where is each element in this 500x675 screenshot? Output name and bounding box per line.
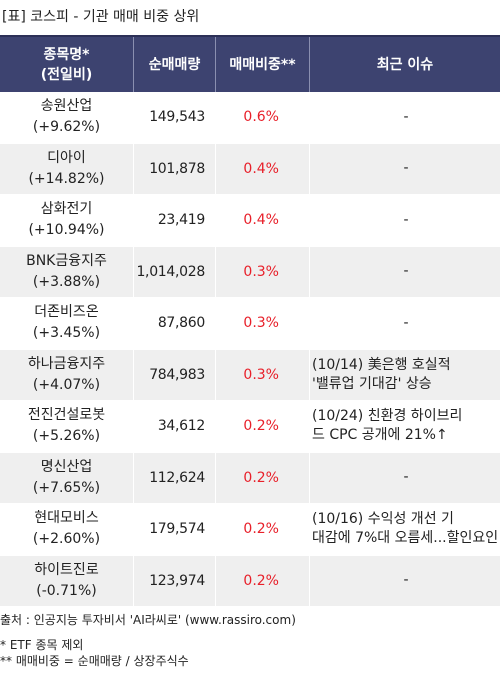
- recent-issue: -: [403, 314, 409, 331]
- table-row: BNK금융지주 (+3.88%) 1,014,028 0.3% -: [0, 246, 500, 298]
- trade-ratio: 0.3%: [216, 246, 310, 297]
- stock-name[interactable]: 명신산업: [40, 458, 93, 475]
- recent-issue-cell: -: [310, 195, 500, 246]
- recent-issue: (10/14) 美은행 호실적 '밸류업 기대감' 상승: [312, 356, 451, 392]
- header-name: 종목명* (전일비): [0, 37, 134, 92]
- net-volume: 101,878: [134, 143, 216, 194]
- stock-name[interactable]: 더존비즈온: [34, 304, 99, 321]
- price-change: (+2.60%): [32, 531, 101, 548]
- net-volume: 1,014,028: [134, 246, 216, 297]
- recent-issue: (10/24) 친환경 하이브리 드 CPC 공개에 21%↑: [312, 408, 463, 444]
- stock-name[interactable]: 하이트진로: [34, 561, 99, 578]
- price-change: (+9.62%): [32, 119, 101, 136]
- net-volume: 34,612: [134, 401, 216, 452]
- header-issue: 최근 이슈: [376, 56, 434, 73]
- stock-name-cell: 삼화전기 (+10.94%): [0, 195, 134, 246]
- stock-name-cell: 전진건설로봇 (+5.26%): [0, 401, 134, 452]
- stock-name[interactable]: 전진건설로봇: [27, 407, 106, 424]
- recent-issue: (10/16) 수익성 개선 기 대감에 7%대 오름세...할인요인: [312, 511, 499, 547]
- recent-issue: -: [403, 469, 409, 486]
- trade-ratio: 0.4%: [216, 195, 310, 246]
- trade-ratio: 0.3%: [216, 349, 310, 400]
- header-name-line2: (전일비): [40, 66, 93, 83]
- stock-name[interactable]: 삼화전기: [40, 201, 93, 218]
- stock-name-cell: BNK금융지주 (+3.88%): [0, 246, 134, 297]
- stock-name-cell: 명신산업 (+7.65%): [0, 452, 134, 503]
- stock-name-cell: 디아이 (+14.82%): [0, 143, 134, 194]
- table-row: 하나금융지주 (+4.07%) 784,983 0.3% (10/14) 美은행 호실적…: [0, 349, 500, 401]
- stock-name-cell: 하나금융지주 (+4.07%): [0, 349, 134, 400]
- net-volume: 112,624: [134, 452, 216, 503]
- recent-issue: -: [403, 160, 409, 177]
- stock-name[interactable]: 디아이: [47, 149, 86, 166]
- price-change: (+7.65%): [32, 479, 101, 496]
- stock-name-cell: 더존비즈온 (+3.45%): [0, 298, 134, 349]
- price-change: (+10.94%): [28, 222, 105, 239]
- recent-issue: -: [403, 211, 409, 228]
- recent-issue-cell[interactable]: (10/24) 친환경 하이브리 드 CPC 공개에 21%↑: [310, 401, 500, 452]
- table-row: 더존비즈온 (+3.45%) 87,860 0.3% -: [0, 298, 500, 350]
- trade-ratio: 0.2%: [216, 401, 310, 452]
- stock-name[interactable]: 현대모비스: [34, 510, 99, 527]
- net-volume: 23,419: [134, 195, 216, 246]
- trade-ratio: 0.2%: [216, 452, 310, 503]
- net-volume: 784,983: [134, 349, 216, 400]
- price-change: (-0.71%): [36, 582, 97, 599]
- table-header: 종목명* (전일비) 순매매량 매매비중** 최근 이슈: [0, 37, 500, 92]
- recent-issue-cell: -: [310, 298, 500, 349]
- stock-name-cell: 현대모비스 (+2.60%): [0, 504, 134, 555]
- stock-name[interactable]: 하나금융지주: [27, 355, 106, 372]
- price-change: (+5.26%): [32, 428, 101, 445]
- trade-ratio: 0.3%: [216, 298, 310, 349]
- recent-issue-cell: -: [310, 247, 500, 298]
- recent-issue: -: [403, 108, 409, 125]
- stock-name[interactable]: 송원산업: [40, 98, 93, 115]
- recent-issue: -: [403, 572, 409, 589]
- net-volume: 179,574: [134, 504, 216, 555]
- table-row: 명신산업 (+7.65%) 112,624 0.2% -: [0, 452, 500, 504]
- net-volume: 149,543: [134, 92, 216, 143]
- footnote-etf: * ETF 종목 제외: [0, 638, 84, 652]
- trade-ratio: 0.2%: [216, 555, 310, 606]
- recent-issue-cell: -: [310, 144, 500, 195]
- table-row: 송원산업 (+9.62%) 149,543 0.6% -: [0, 92, 500, 144]
- stock-name-cell: 하이트진로 (-0.71%): [0, 555, 134, 606]
- price-change: (+14.82%): [28, 170, 105, 187]
- table-row: 디아이 (+14.82%) 101,878 0.4% -: [0, 143, 500, 195]
- recent-issue-cell: -: [310, 556, 500, 607]
- recent-issue-cell[interactable]: (10/16) 수익성 개선 기 대감에 7%대 오름세...할인요인: [310, 504, 500, 555]
- table-row: 전진건설로봇 (+5.26%) 34,612 0.2% (10/24) 친환경 하이브리…: [0, 401, 500, 453]
- price-change: (+3.45%): [32, 325, 101, 342]
- table-body: 송원산업 (+9.62%) 149,543 0.6% - 디아이 (+14.82%) 101,…: [0, 92, 500, 607]
- recent-issue: -: [403, 263, 409, 280]
- net-volume: 87,860: [134, 298, 216, 349]
- trade-ratio: 0.2%: [216, 504, 310, 555]
- table-row: 현대모비스 (+2.60%) 179,574 0.2% (10/16) 수익성 개선 기…: [0, 504, 500, 556]
- price-change: (+4.07%): [32, 376, 101, 393]
- page-title: [표] 코스피 - 기관 매매 비중 상위: [2, 9, 200, 25]
- header-ratio: 매매비중**: [216, 37, 310, 92]
- stock-name[interactable]: BNK금융지주: [26, 252, 107, 269]
- price-change: (+3.88%): [32, 273, 101, 290]
- trade-ratio: 0.4%: [216, 143, 310, 194]
- table-row: 삼화전기 (+10.94%) 23,419 0.4% -: [0, 195, 500, 247]
- source-note: 출처 : 인공지능 투자비서 'AI라씨로' (www.rassiro.com): [0, 613, 296, 627]
- recent-issue-cell: -: [310, 92, 500, 143]
- header-volume: 순매매량: [134, 37, 216, 92]
- footnote-ratio: ** 매매비중 = 순매매량 / 상장주식수: [0, 654, 189, 668]
- stock-name-cell: 송원산업 (+9.62%): [0, 92, 134, 143]
- trade-ratio: 0.6%: [216, 92, 310, 143]
- header-name-line1: 종목명*: [43, 46, 90, 63]
- recent-issue-cell: -: [310, 453, 500, 504]
- table-row: 하이트진로 (-0.71%) 123,974 0.2% -: [0, 555, 500, 607]
- ranking-table: 종목명* (전일비) 순매매량 매매비중** 최근 이슈 송원산업 (+9.62%…: [0, 35, 500, 607]
- net-volume: 123,974: [134, 555, 216, 606]
- recent-issue-cell[interactable]: (10/14) 美은행 호실적 '밸류업 기대감' 상승: [310, 350, 500, 401]
